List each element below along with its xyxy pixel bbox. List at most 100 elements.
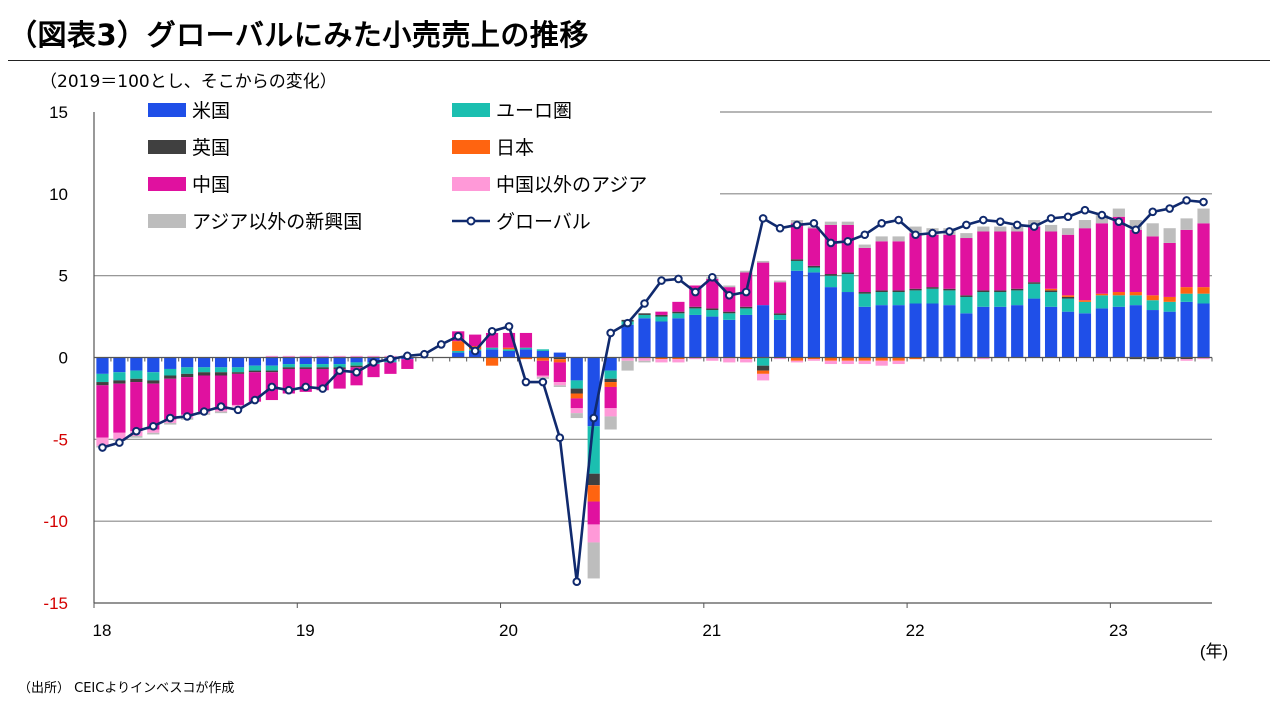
bar-segment — [604, 370, 617, 379]
bar-segment — [621, 324, 634, 358]
global-line-point — [1199, 197, 1208, 207]
bar-segment — [553, 382, 566, 386]
bar-segment — [790, 259, 804, 261]
bar-segment — [214, 367, 228, 373]
bar-segment — [977, 226, 990, 232]
bar-segment — [384, 362, 397, 374]
bar-segment — [977, 306, 990, 358]
bar-segment — [113, 383, 126, 433]
legend-label: 中国 — [192, 174, 230, 196]
bar-segment — [248, 357, 262, 366]
bar-segment — [706, 310, 719, 317]
title-bar: （図表3）グローバルにみた小売売上の推移 — [8, 0, 1270, 61]
bar-segment — [1095, 295, 1108, 309]
bar-segment — [790, 260, 804, 271]
y-tick-label: 0 — [59, 349, 68, 368]
bar-segment — [960, 313, 973, 358]
bar-segment — [1044, 231, 1058, 289]
bar-segment — [994, 290, 1007, 293]
bar-segment — [1028, 298, 1041, 358]
bar-segment — [1163, 311, 1176, 358]
bar-segment — [553, 357, 566, 360]
bar-segment — [1129, 305, 1142, 358]
bar-segment — [1095, 223, 1108, 294]
bar-segment — [943, 288, 956, 291]
global-line-point — [470, 346, 480, 356]
bar-segment — [96, 373, 109, 383]
bar-segment — [1112, 306, 1125, 358]
bar-segment — [740, 306, 753, 309]
bar-segment — [1095, 308, 1108, 358]
bar-segment — [367, 355, 380, 358]
bar-segment — [1061, 298, 1075, 312]
bar-segment — [316, 355, 329, 358]
global-line-point — [995, 217, 1005, 226]
global-line-point — [657, 276, 666, 285]
bar-segment — [994, 226, 1007, 232]
bar-segment — [875, 357, 888, 361]
bar-segment — [570, 398, 583, 409]
global-line-point — [707, 273, 717, 282]
tick-labels: 15 10 5 0 -5 -10 -15 18 19 20 21 22 23 (年) — [43, 103, 1228, 661]
bar-segment — [1061, 311, 1075, 358]
bar-segment — [1180, 293, 1193, 302]
bar-segment — [181, 367, 194, 374]
bar-segment — [198, 367, 211, 373]
bar-segment — [858, 360, 871, 365]
bar-segment — [1163, 301, 1176, 312]
bar-segment — [1163, 357, 1176, 360]
bar-segment — [553, 352, 566, 358]
global-line-point — [1131, 225, 1141, 235]
bar-segment — [1028, 283, 1041, 299]
legend-label: 中国以外のアジア — [496, 174, 647, 196]
bar-segment — [181, 373, 194, 378]
bar-segment — [181, 377, 194, 415]
bar-segment — [519, 332, 533, 348]
bar-segment — [858, 244, 871, 248]
bar-segment — [1044, 290, 1058, 293]
bar-segment — [553, 385, 566, 387]
bar-segment — [807, 267, 821, 273]
bar-segment — [282, 355, 295, 358]
bar-segment — [807, 359, 821, 361]
bar-segment — [706, 357, 719, 361]
bar-segment — [638, 314, 651, 319]
bar-segment — [1146, 295, 1159, 301]
bar-segment — [333, 364, 346, 368]
bar-segment — [147, 383, 160, 430]
bar-segment — [164, 422, 177, 425]
bar-segment — [892, 357, 905, 361]
bar-segment — [926, 287, 939, 289]
bar-segment — [282, 364, 295, 368]
legend-swatch — [148, 177, 186, 191]
bar-segment — [164, 378, 177, 420]
bar-segment — [841, 360, 854, 365]
source-note: （出所） CEICよりインベスコが作成 — [18, 681, 235, 696]
bar-segment — [350, 357, 363, 363]
bar-segment — [977, 231, 990, 291]
global-line-point — [911, 230, 920, 240]
bar-segment — [977, 290, 990, 293]
global-line-point — [758, 214, 768, 223]
global-line-point — [165, 413, 175, 423]
legend-item: 中国以外のアジア — [452, 174, 647, 196]
bar-segment — [960, 296, 973, 314]
bar-segment — [1146, 357, 1159, 360]
bar-segment — [231, 357, 245, 368]
bar-segment — [1180, 359, 1193, 361]
bar-segment — [757, 365, 770, 371]
global-line-point — [301, 382, 311, 392]
bar-segment — [248, 372, 262, 402]
bar-segment — [604, 416, 617, 430]
bar-segment — [248, 370, 262, 373]
bar-segment — [1180, 357, 1193, 360]
bar-segment — [316, 364, 329, 368]
global-line-point — [792, 220, 802, 230]
bar-segment — [452, 341, 465, 351]
global-line-point — [962, 220, 971, 230]
global-line-point — [1165, 204, 1174, 213]
bar-segment — [1197, 287, 1210, 294]
bar-segment — [282, 367, 295, 369]
bar-segment — [1180, 218, 1193, 230]
bar-segment — [672, 313, 685, 319]
